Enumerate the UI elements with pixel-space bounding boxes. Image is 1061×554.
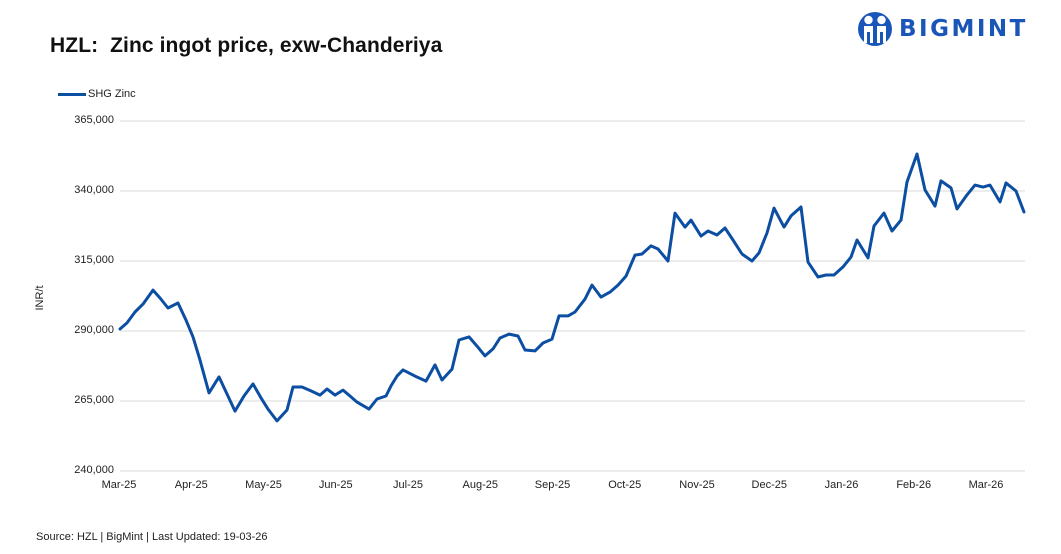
bigmint-people-icon	[858, 12, 892, 46]
chart-title: HZL: Zinc ingot price, exw-Chanderiya	[50, 34, 443, 57]
x-tick-label: Jan-26	[824, 479, 859, 491]
legend-line-swatch	[58, 92, 86, 96]
gridlines	[120, 120, 1025, 472]
x-tick-label: Aug-25	[462, 479, 498, 491]
x-tick-label: Mar-26	[968, 479, 1004, 491]
x-tick-label: Nov-25	[679, 479, 715, 491]
y-tick-label: 315,000	[74, 254, 114, 266]
x-tick-label: Feb-26	[896, 479, 932, 491]
y-tick-label: 340,000	[74, 184, 114, 196]
bigmint-logo: BIGMINT	[857, 9, 1028, 49]
y-tick-label: 365,000	[74, 114, 114, 126]
y-tick-label: 265,000	[74, 394, 114, 406]
series-line-shg-zinc	[118, 152, 1026, 423]
x-tick-label: Dec-25	[751, 479, 787, 491]
x-tick-label: May-25	[245, 479, 282, 491]
y-tick-label: 240,000	[74, 464, 114, 476]
chart-legend: SHG Zinc	[58, 88, 136, 100]
x-tick-label: Jun-25	[318, 479, 353, 491]
y-tick-label: 290,000	[74, 324, 114, 336]
x-tick-label: Jul-25	[393, 479, 423, 491]
x-tick-label: Mar-25	[101, 479, 137, 491]
x-tick-label: Oct-25	[608, 479, 642, 491]
legend-label: SHG Zinc	[88, 88, 136, 100]
logo-wordmark: BIGMINT	[899, 16, 1028, 42]
x-tick-label: Apr-25	[174, 479, 208, 491]
source-note: Source: HZL | BigMint | Last Updated: 19…	[36, 531, 268, 543]
x-tick-label: Sep-25	[534, 479, 571, 491]
